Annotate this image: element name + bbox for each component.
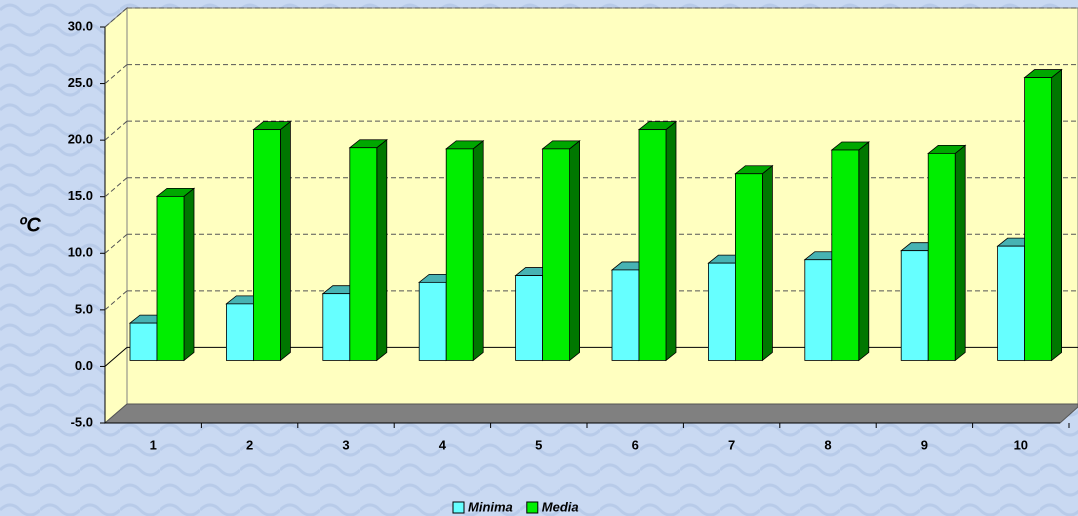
bar-side — [279, 120, 291, 362]
bar — [445, 148, 474, 361]
bar-side — [858, 141, 870, 362]
bar-side — [762, 164, 773, 362]
bar-side — [472, 140, 484, 362]
grid-line — [104, 7, 128, 28]
legend-label: Minima — [468, 499, 513, 514]
bar-side — [183, 187, 195, 362]
y-tick-label: 15.0 — [68, 188, 93, 203]
legend-swatch — [526, 501, 539, 514]
bar — [129, 322, 158, 361]
bar — [927, 152, 956, 361]
bar — [611, 269, 640, 361]
legend-swatch — [452, 501, 465, 514]
side-wall — [104, 6, 128, 425]
bar — [900, 250, 929, 361]
bar-side — [954, 144, 966, 362]
y-tick-label: 30.0 — [68, 18, 93, 33]
x-tick-label: 8 — [824, 437, 831, 452]
bar — [542, 148, 570, 361]
bar — [804, 259, 833, 361]
bar — [418, 281, 447, 361]
grid-line — [104, 120, 128, 141]
bar — [156, 195, 185, 361]
bar-side — [569, 140, 580, 362]
y-tick-label: 20.0 — [68, 132, 93, 147]
x-tick-label: 5 — [535, 437, 542, 452]
y-tick-label: -5.0 — [71, 414, 93, 429]
bar — [831, 149, 860, 361]
y-tick-label: 0.0 — [75, 358, 93, 373]
bar — [997, 245, 1025, 361]
bar — [349, 147, 378, 361]
y-tick-label: 10.0 — [68, 245, 93, 260]
bar — [225, 303, 254, 361]
x-tick-label: 4 — [439, 437, 447, 452]
bar — [252, 129, 281, 361]
bar-side — [1051, 68, 1062, 362]
bar-side — [665, 120, 677, 362]
grid-line — [104, 290, 128, 311]
legend-label: Media — [542, 499, 579, 514]
bar — [735, 173, 763, 361]
bar-side — [376, 138, 388, 362]
floor — [103, 403, 1078, 424]
x-tick-label: 3 — [342, 437, 349, 452]
x-tick-label: 9 — [921, 437, 928, 452]
x-tick-label: 2 — [246, 437, 253, 452]
grid-line — [104, 347, 128, 367]
grid-line — [104, 64, 128, 84]
y-axis-label: ºC — [19, 214, 41, 236]
y-tick-label: 25.0 — [68, 75, 93, 90]
grid-line — [104, 233, 128, 254]
x-tick-label: 6 — [632, 437, 639, 452]
bar — [515, 275, 543, 361]
grid-line — [104, 177, 128, 198]
x-tick-label: 1 — [150, 437, 157, 452]
bar — [638, 129, 667, 361]
x-tick-label: 7 — [728, 437, 735, 452]
x-tick-label: 10 — [1014, 437, 1028, 452]
bar — [1024, 77, 1052, 361]
bar — [322, 293, 351, 361]
y-tick-label: 5.0 — [75, 301, 93, 316]
bar — [708, 262, 736, 361]
